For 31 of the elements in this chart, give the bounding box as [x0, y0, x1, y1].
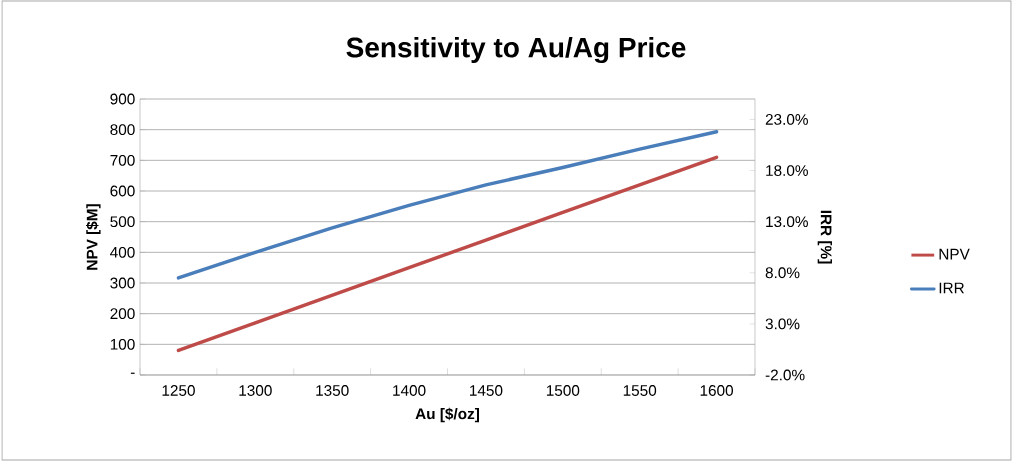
y2-tick-label: 18.0%	[766, 165, 808, 176]
y2-tick-label: 13.0%	[766, 216, 808, 228]
y-tick-label: -	[130, 372, 135, 374]
y2-tick-label: -2.0%	[765, 369, 805, 381]
y-tick-label: 600	[110, 185, 135, 197]
line-series	[176, 129, 719, 280]
y-tick-label: 500	[110, 216, 135, 228]
y-tick-label: 400	[110, 246, 135, 258]
x-tick-label: 1600	[700, 385, 734, 396]
y2-axis-title: IRR [%]	[817, 210, 832, 264]
y2-tick-label: 8.0%	[765, 267, 800, 279]
x-tick-label: 1250	[162, 385, 195, 396]
x-tick-label: 1400	[393, 385, 426, 396]
x-tick-label: 1300	[239, 385, 272, 396]
y-tick-label: 200	[110, 308, 135, 320]
y-tick-label: 100	[110, 338, 135, 350]
legend-label: NPV	[939, 248, 970, 260]
y-tick-label: 700	[110, 154, 135, 166]
x-axis-title: Au [$/oz]	[415, 407, 479, 423]
x-tick-label: 1550	[623, 385, 657, 396]
y-tick-label: 900	[110, 93, 135, 105]
x-tick-label: 1350	[316, 385, 349, 396]
legend-label: IRR	[939, 282, 964, 294]
x-tick-label: 1450	[470, 385, 503, 396]
y-tick-label: 300	[110, 277, 135, 289]
y2-tick-label: 3.0%	[765, 318, 800, 330]
y-tick-label: 800	[110, 124, 135, 136]
y2-tick-label: 23.0%	[765, 114, 808, 125]
x-tick-label: 1500	[546, 385, 580, 396]
y-axis-title: NPV [$M]	[86, 204, 101, 270]
chart-title: Sensitivity to Au/Ag Price	[346, 36, 686, 64]
